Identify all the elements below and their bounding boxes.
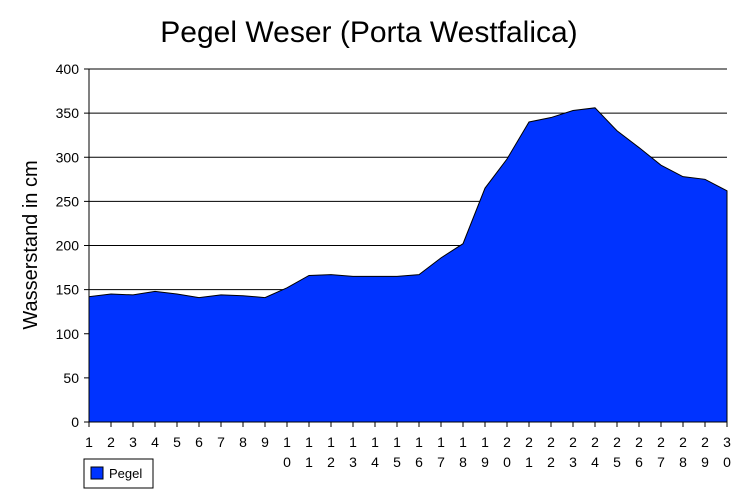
x-tick-label: 8 bbox=[239, 434, 247, 450]
y-tick-label: 150 bbox=[56, 282, 80, 298]
y-tick-label: 400 bbox=[56, 61, 80, 77]
y-tick-labels: 0 50 100 150 200 250 300 350 400 bbox=[56, 61, 80, 430]
y-tick-label: 250 bbox=[56, 193, 80, 209]
x-tick-label: 3 bbox=[129, 434, 137, 450]
y-tick-label: 300 bbox=[56, 149, 80, 165]
x-tick-label: 6 bbox=[195, 434, 203, 450]
y-tick-label: 100 bbox=[56, 326, 80, 342]
x-tick-label: 5 bbox=[173, 434, 181, 450]
legend-label: Pegel bbox=[109, 466, 142, 481]
x-tick-label: 7 bbox=[217, 434, 225, 450]
y-tick-label: 200 bbox=[56, 238, 80, 254]
x-tick-label: 2 bbox=[107, 434, 115, 450]
y-tick-label: 0 bbox=[71, 414, 79, 430]
y-axis-label: Wasserstand in cm bbox=[20, 160, 42, 329]
x-tick-label: 9 bbox=[261, 434, 269, 450]
axes bbox=[84, 68, 728, 427]
chart-title: Pegel Weser (Porta Westfalica) bbox=[160, 16, 577, 49]
legend: Pegel bbox=[83, 458, 154, 489]
data-area bbox=[88, 107, 728, 423]
x-tick-labels: 1 2 3 4 5 6 7 8 9 1 01 11 21 31 41 51 61 71 81 92 02 12 22 32 42… bbox=[85, 434, 731, 470]
legend-swatch bbox=[90, 466, 104, 480]
series-area-pegel bbox=[88, 107, 728, 423]
x-tick-label: 4 bbox=[151, 434, 159, 450]
y-tick-label: 50 bbox=[63, 370, 79, 386]
x-tick-label: 1 bbox=[85, 434, 93, 450]
y-tick-label: 350 bbox=[56, 105, 80, 121]
